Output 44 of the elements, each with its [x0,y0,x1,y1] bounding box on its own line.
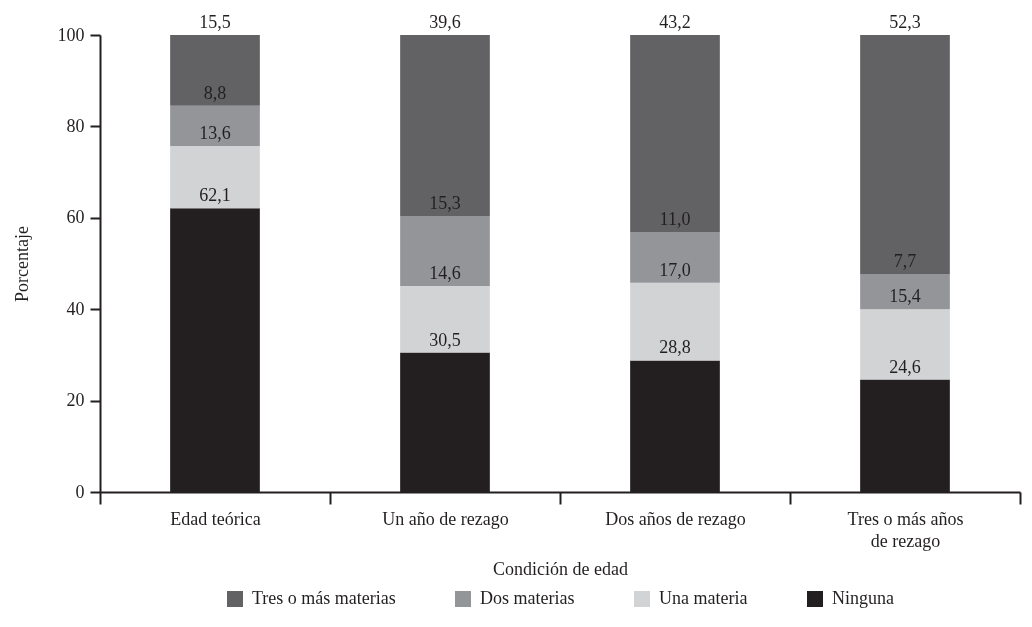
bar [170,105,260,147]
y-tick-label: 40 [66,298,85,319]
data-label: 15,3 [429,192,461,213]
bar [630,35,720,233]
data-label: 11,0 [659,209,691,230]
legend-label: Dos materias [480,588,575,608]
data-label: 30,5 [429,329,461,350]
y-tick-label: 60 [66,207,85,228]
x-tick-label: Un año de rezago [382,508,509,529]
legend-label: Tres o más materias [252,588,396,608]
x-axis-title: Condición de edad [493,558,628,579]
y-axis-title: Porcentaje [11,226,32,302]
bar [170,35,260,106]
data-label: 17,0 [659,259,691,280]
y-tick-label: 20 [66,390,85,411]
legend-label: Ninguna [832,588,894,608]
data-label: 13,6 [199,123,231,144]
data-label: 43,2 [659,12,691,32]
bar [400,285,490,353]
bar [630,232,720,283]
data-label: 7,7 [893,251,917,272]
bar [860,309,950,380]
data-label: 24,6 [889,356,921,377]
data-label: 15,4 [889,286,921,307]
bar [860,274,950,310]
data-label: 8,8 [203,82,227,103]
x-tick-label: Dos años de rezago [605,508,746,529]
data-label: 14,6 [429,262,461,283]
y-tick-label: 0 [75,481,85,502]
bar [630,282,720,361]
legend-label: Una materia [659,588,748,608]
y-tick-label: 100 [57,24,85,45]
x-tick-label: Edad teórica [170,508,261,529]
bar [860,35,950,275]
x-tick-label: Tres o más años de rezago [847,508,964,551]
bar [170,146,260,209]
y-tick-label: 80 [66,115,85,136]
data-label: 28,8 [659,337,691,358]
data-label: 15,5 [199,12,231,32]
data-label: 62,1 [199,185,231,206]
data-label: 39,6 [429,12,461,32]
data-label: 52,3 [889,12,921,32]
bar [400,215,490,286]
bar [400,35,490,216]
